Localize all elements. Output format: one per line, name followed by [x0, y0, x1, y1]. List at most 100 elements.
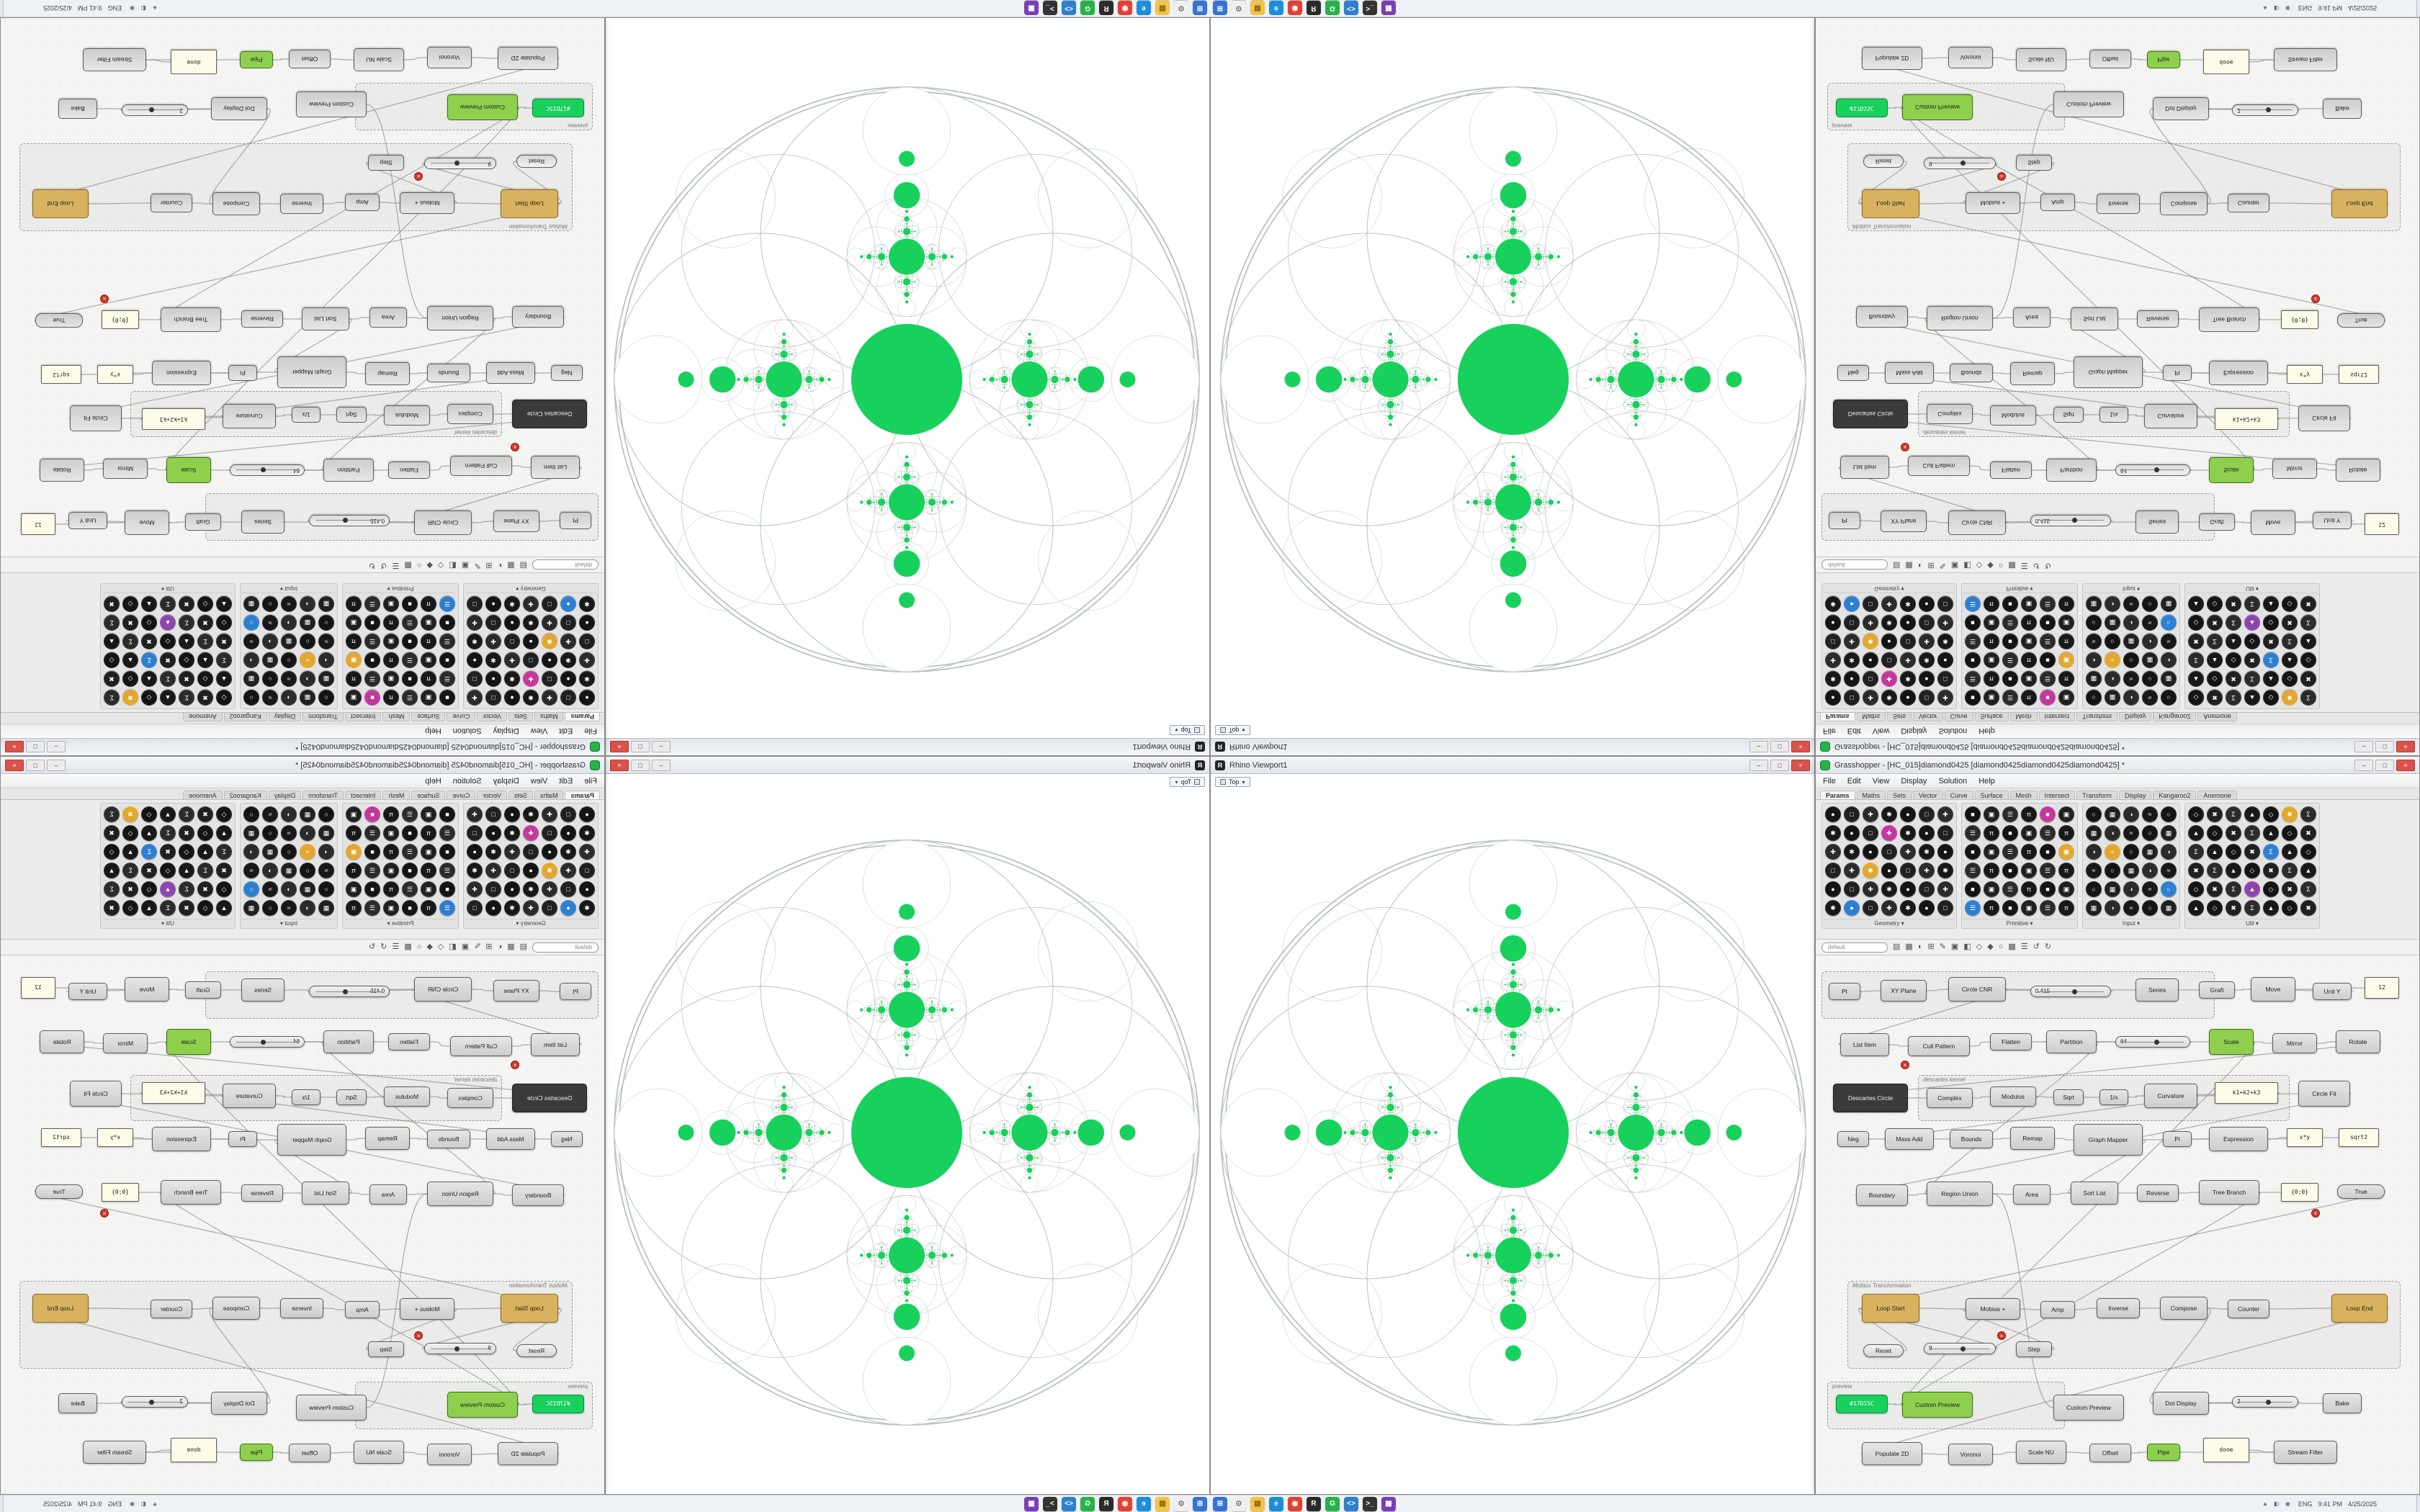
gh-node-x-y[interactable]: x*y	[2287, 1128, 2323, 1147]
gh-component-icon[interactable]: ●	[1844, 900, 1860, 916]
gh-component-icon[interactable]: ✚	[1881, 825, 1897, 841]
gh-node-counter[interactable]: Counter	[2228, 194, 2269, 212]
gh-component-icon[interactable]: ≈	[2086, 863, 2102, 878]
gh-component-icon[interactable]: ☰	[364, 863, 380, 878]
taskbar-system-tray[interactable]: ▲ ◧ ◉ ENG 9:41 PM 4/25/2025	[3, 5, 158, 12]
gh-component-icon[interactable]: π	[383, 652, 399, 668]
gh-node-region-union[interactable]: Region Union	[427, 1182, 493, 1206]
error-badge-icon[interactable]: ×	[414, 172, 423, 181]
taskbar-icon-vscode[interactable]: <>	[1344, 1496, 1358, 1511]
gh-node-expression[interactable]: Expression	[152, 1127, 211, 1151]
gh-menu-help[interactable]: Help	[1978, 776, 1995, 786]
gh-node-bake[interactable]: Bake	[58, 99, 97, 119]
gh-node-graft[interactable]: Graft	[185, 513, 221, 531]
gh-component-icon[interactable]: ▦	[2142, 844, 2158, 860]
gh-component-icon[interactable]: ◇	[122, 596, 138, 612]
gh-component-icon[interactable]: Σ	[141, 652, 157, 668]
gh-node-sqrt[interactable]: Sqrt	[2053, 407, 2084, 423]
gh-tab-maths[interactable]: Maths	[534, 791, 564, 799]
gh-component-icon[interactable]: Σ	[2226, 615, 2241, 631]
gh-component-icon[interactable]: π	[2058, 863, 2074, 878]
gh-component-icon[interactable]: ◇	[216, 881, 232, 897]
error-badge-icon[interactable]: ×	[100, 294, 109, 303]
gh-component-icon[interactable]: ◑	[2086, 652, 2102, 668]
gh-component-icon[interactable]: ✱	[579, 596, 595, 612]
gh-component-icon[interactable]: π	[1984, 900, 1999, 916]
error-badge-icon[interactable]: ×	[2311, 1209, 2320, 1218]
gh-component-icon[interactable]: ●	[1937, 844, 1953, 860]
gh-component-icon[interactable]: □	[467, 825, 483, 841]
gh-component-icon[interactable]: ▲	[2263, 825, 2279, 841]
gh-component-icon[interactable]: ✱	[485, 652, 501, 668]
gh-tab-transform[interactable]: Transform	[2076, 791, 2118, 799]
gh-component-icon[interactable]: ≈	[2161, 863, 2177, 878]
gh-node-unit-y[interactable]: Unit Y	[2313, 983, 2352, 1000]
gh-component-icon[interactable]: ≈	[2123, 825, 2139, 841]
gh-component-icon[interactable]: ○	[318, 881, 334, 897]
gh-component-icon[interactable]: ■	[439, 690, 455, 706]
gh-component-icon[interactable]: ▲	[197, 844, 213, 860]
gh-component-icon[interactable]: ▲	[2188, 825, 2204, 841]
taskbar-icon-store[interactable]: ▦	[1381, 1, 1396, 16]
gh-node-tree-branch[interactable]: Tree Branch	[161, 1180, 221, 1205]
gh-menu-file[interactable]: File	[584, 776, 597, 786]
gh-named-view-oval[interactable]: default	[532, 559, 599, 570]
gh-component-icon[interactable]: ■	[1965, 615, 1981, 631]
gh-component-icon[interactable]: ✚	[1919, 863, 1935, 878]
gh-node-cull-pattern[interactable]: Cull Pattern	[1908, 1036, 1970, 1056]
gh-component-icon[interactable]: ◇	[104, 844, 120, 860]
gh-component-icon[interactable]: ◑	[2105, 825, 2120, 841]
gh-component-icon[interactable]: ✖	[2207, 881, 2223, 897]
gh-node-done[interactable]: done	[2203, 1438, 2249, 1462]
gh-component-icon[interactable]: ✚	[1863, 690, 1878, 706]
gh-component-icon[interactable]: ●	[1825, 615, 1841, 631]
gh-toolbar-icon-undo[interactable]: ↺	[2033, 942, 2040, 951]
gh-node-reverse[interactable]: Reverse	[241, 310, 283, 328]
gh-node-x-y[interactable]: x*y	[97, 365, 133, 384]
gh-component-icon[interactable]: ●	[485, 596, 501, 612]
minimize-button[interactable]: –	[1749, 741, 1768, 753]
gh-component-icon[interactable]: □	[560, 615, 576, 631]
gh-component-icon[interactable]: ●	[504, 806, 520, 822]
gh-component-icon[interactable]: ✱	[542, 634, 557, 649]
gh-component-icon[interactable]: π	[346, 596, 362, 612]
gh-toolbar-icon-canvas-grid[interactable]: ▩	[404, 561, 412, 570]
gh-component-icon[interactable]: ○	[2123, 844, 2139, 860]
gh-component-icon[interactable]: ▣	[421, 881, 436, 897]
gh-component-icon[interactable]: ✖	[216, 634, 232, 649]
gh-component-icon[interactable]: □	[579, 634, 595, 649]
gh-component-icon[interactable]: Σ	[2282, 863, 2298, 878]
gh-toolbar-icon-save[interactable]: ▦	[1905, 942, 1913, 951]
gh-tab-display[interactable]: Display	[2118, 713, 2152, 721]
taskbar-icon-rhino[interactable]: R	[1099, 1, 1113, 16]
taskbar-icon-store[interactable]: ▦	[1024, 1496, 1039, 1511]
gh-component-icon[interactable]: ○	[2142, 596, 2158, 612]
gh-component-icon[interactable]: ○	[2086, 615, 2102, 631]
gh-menu-edit[interactable]: Edit	[1847, 776, 1861, 786]
gh-node-0-415[interactable]: 0.415	[2030, 986, 2111, 997]
gh-component-icon[interactable]: ▣	[1984, 690, 1999, 706]
gh-component-icon[interactable]: ▲	[141, 900, 157, 916]
gh-node-step[interactable]: Step	[368, 1341, 404, 1357]
gh-node-true[interactable]: True	[2337, 313, 2385, 328]
gh-component-icon[interactable]: ☰	[2040, 825, 2056, 841]
gh-component-icon[interactable]: ✚	[523, 825, 539, 841]
close-button[interactable]: ×	[1791, 759, 1810, 771]
gh-component-icon[interactable]: ■	[2040, 806, 2056, 822]
gh-node-0-415[interactable]: 0.415	[2030, 515, 2111, 526]
rhino-viewport-canvas[interactable]: Top ▾	[1211, 18, 1814, 738]
gh-node-scale[interactable]: Scale	[166, 457, 211, 483]
gh-node-series[interactable]: Series	[2136, 510, 2179, 534]
gh-node-pt[interactable]: Pt	[560, 512, 591, 529]
gh-component-icon[interactable]: π	[2021, 881, 2037, 897]
gh-tab-mesh[interactable]: Mesh	[2009, 713, 2038, 721]
gh-component-icon[interactable]: ▣	[2021, 596, 2037, 612]
gh-node-move[interactable]: Move	[125, 977, 169, 1002]
gh-component-icon[interactable]: ≈	[300, 652, 315, 668]
gh-toolbar-icon-preview-shaded[interactable]: ◆	[426, 561, 433, 570]
gh-node-pi[interactable]: Pi	[2163, 365, 2192, 381]
gh-node-loop-end[interactable]: Loop End	[2331, 1294, 2388, 1323]
gh-component-icon[interactable]: ◇	[2244, 863, 2260, 878]
gh-named-view-oval[interactable]: default	[1821, 559, 1888, 570]
gh-component-icon[interactable]: ✚	[1825, 844, 1841, 860]
